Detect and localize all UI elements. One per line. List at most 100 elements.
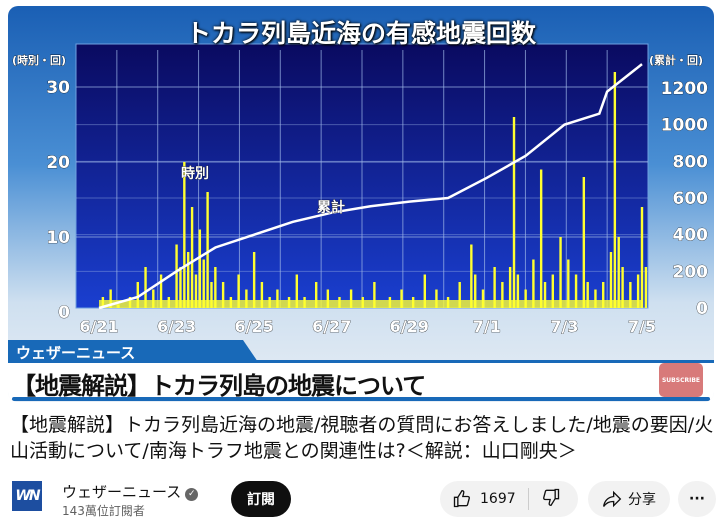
thumbs-up-icon bbox=[453, 489, 470, 508]
hourly-bar bbox=[136, 282, 139, 308]
video-title: 【地震解説】トカラ列島近海の地震/視聴者の質問にお答えしました/地震の要因/火山… bbox=[10, 414, 714, 462]
hourly-bar bbox=[567, 259, 570, 308]
video-player[interactable]: (時別・回) (累計・回) 0 10 20 30 0 200 400 600 800 1000 1200… bbox=[8, 6, 714, 402]
hourly-bar bbox=[532, 259, 535, 308]
hourly-bar bbox=[602, 282, 605, 308]
hourly-bar bbox=[260, 282, 264, 308]
y-tick-left: 10 bbox=[46, 228, 70, 248]
cumulative-line bbox=[98, 63, 643, 310]
hourly-bar bbox=[481, 289, 485, 308]
like-count: 1697 bbox=[480, 491, 516, 507]
y-tick-right: 0 bbox=[696, 299, 708, 319]
hourly-bar bbox=[508, 267, 512, 308]
hourly-bar bbox=[617, 237, 620, 308]
subscribe-button[interactable]: 訂閱 bbox=[231, 481, 291, 517]
x-tick: 6/29 bbox=[390, 317, 429, 336]
verified-icon: ✓ bbox=[185, 488, 199, 501]
like-button[interactable]: 1697 bbox=[440, 488, 529, 510]
hourly-bar bbox=[493, 267, 496, 308]
channel-name-text: ウェザーニュース bbox=[62, 483, 182, 501]
hourly-bar bbox=[458, 282, 461, 308]
hourly-bar bbox=[109, 289, 112, 308]
hourly-bar bbox=[621, 267, 624, 308]
hourly-bar bbox=[501, 282, 504, 308]
x-tick: 7/1 bbox=[473, 317, 501, 336]
hourly-bar bbox=[400, 289, 403, 308]
hourly-bar bbox=[524, 289, 527, 308]
x-tick: 6/21 bbox=[79, 317, 118, 336]
hourly-bar bbox=[551, 274, 554, 308]
hourly-bar bbox=[629, 282, 632, 308]
thumbs-down-icon bbox=[542, 488, 559, 507]
hourly-bar bbox=[214, 267, 217, 308]
hourly-bar bbox=[152, 289, 155, 308]
y-tick-right: 400 bbox=[673, 226, 709, 246]
x-tick: 7/3 bbox=[550, 317, 578, 336]
dislike-button[interactable] bbox=[529, 487, 561, 511]
hourly-bar bbox=[276, 289, 279, 308]
x-tick: 6/25 bbox=[235, 317, 274, 336]
y-tick-right: 1000 bbox=[661, 116, 708, 136]
hourly-bar bbox=[594, 289, 597, 308]
y-tick-left: 20 bbox=[46, 153, 70, 173]
hourly-bar bbox=[206, 192, 209, 308]
cumulative-series-label: 累計 bbox=[317, 199, 345, 216]
y-tick-left: 0 bbox=[58, 303, 70, 323]
hourly-bar bbox=[559, 237, 562, 308]
hourly-bar bbox=[574, 274, 578, 308]
hourly-bar bbox=[187, 252, 190, 308]
hourly-bar bbox=[315, 282, 318, 308]
title-bar bbox=[8, 363, 714, 399]
hourly-bar bbox=[613, 72, 617, 308]
hourly-bar bbox=[349, 289, 353, 308]
hourly-bar bbox=[237, 274, 240, 308]
channel-name[interactable]: ウェザーニュース ✓ bbox=[62, 481, 199, 502]
hourly-bar bbox=[179, 267, 182, 308]
hourly-bar bbox=[539, 169, 543, 308]
like-dislike-group: 1697 bbox=[440, 481, 578, 517]
hourly-bar bbox=[609, 252, 613, 308]
hourly-bar bbox=[636, 274, 640, 308]
hourly-bar bbox=[435, 289, 438, 308]
hourly-bar bbox=[198, 229, 202, 308]
x-tick: 6/23 bbox=[157, 317, 196, 336]
x-tick: 7/5 bbox=[628, 317, 656, 336]
hourly-bar bbox=[295, 274, 299, 308]
hourly-bar bbox=[175, 244, 178, 308]
earthquake-chart: (時別・回) (累計・回) 0 10 20 30 0 200 400 600 800 1000 1200… bbox=[12, 43, 709, 336]
hourly-bar bbox=[326, 289, 330, 308]
y-tick-right: 1200 bbox=[661, 79, 708, 99]
share-label: 分享 bbox=[628, 492, 656, 508]
hourly-bar bbox=[640, 207, 644, 308]
hourly-bar bbox=[644, 267, 648, 308]
more-actions-button[interactable]: ··· bbox=[678, 481, 716, 517]
hourly-bar bbox=[470, 244, 473, 308]
hourly-bar bbox=[373, 282, 376, 308]
share-button[interactable]: 分享 bbox=[588, 481, 670, 517]
hourly-bar bbox=[221, 282, 225, 308]
y-tick-right: 200 bbox=[673, 262, 709, 282]
share-icon bbox=[603, 490, 622, 508]
hourly-bar bbox=[159, 274, 163, 308]
hourly-bar-base bbox=[99, 300, 642, 308]
hourly-bar bbox=[582, 177, 586, 308]
hourly-bar bbox=[474, 274, 477, 308]
hourly-series-label: 時別 bbox=[181, 165, 209, 182]
subscriber-count: 143萬位訂閱者 bbox=[62, 504, 145, 518]
y-tick-left: 30 bbox=[46, 78, 70, 98]
subscribe-overlay-button[interactable]: SUBSCRIBE bbox=[659, 363, 703, 397]
channel-banner: ウェザーニュース bbox=[8, 340, 258, 362]
hourly-bar bbox=[423, 274, 426, 308]
y-tick-right: 600 bbox=[673, 189, 709, 209]
hourly-bar bbox=[194, 274, 198, 308]
hourly-bar bbox=[144, 267, 147, 308]
hourly-bar bbox=[190, 207, 194, 308]
chart-title: トカラ列島近海の有感地震回数 bbox=[185, 19, 536, 48]
hourly-bar bbox=[586, 282, 589, 308]
banner-line bbox=[8, 360, 714, 363]
channel-avatar[interactable]: WN bbox=[12, 481, 42, 511]
hourly-bar bbox=[252, 252, 256, 308]
hourly-bar bbox=[245, 289, 248, 308]
hourly-bar bbox=[512, 117, 516, 308]
hourly-bar bbox=[202, 259, 205, 308]
